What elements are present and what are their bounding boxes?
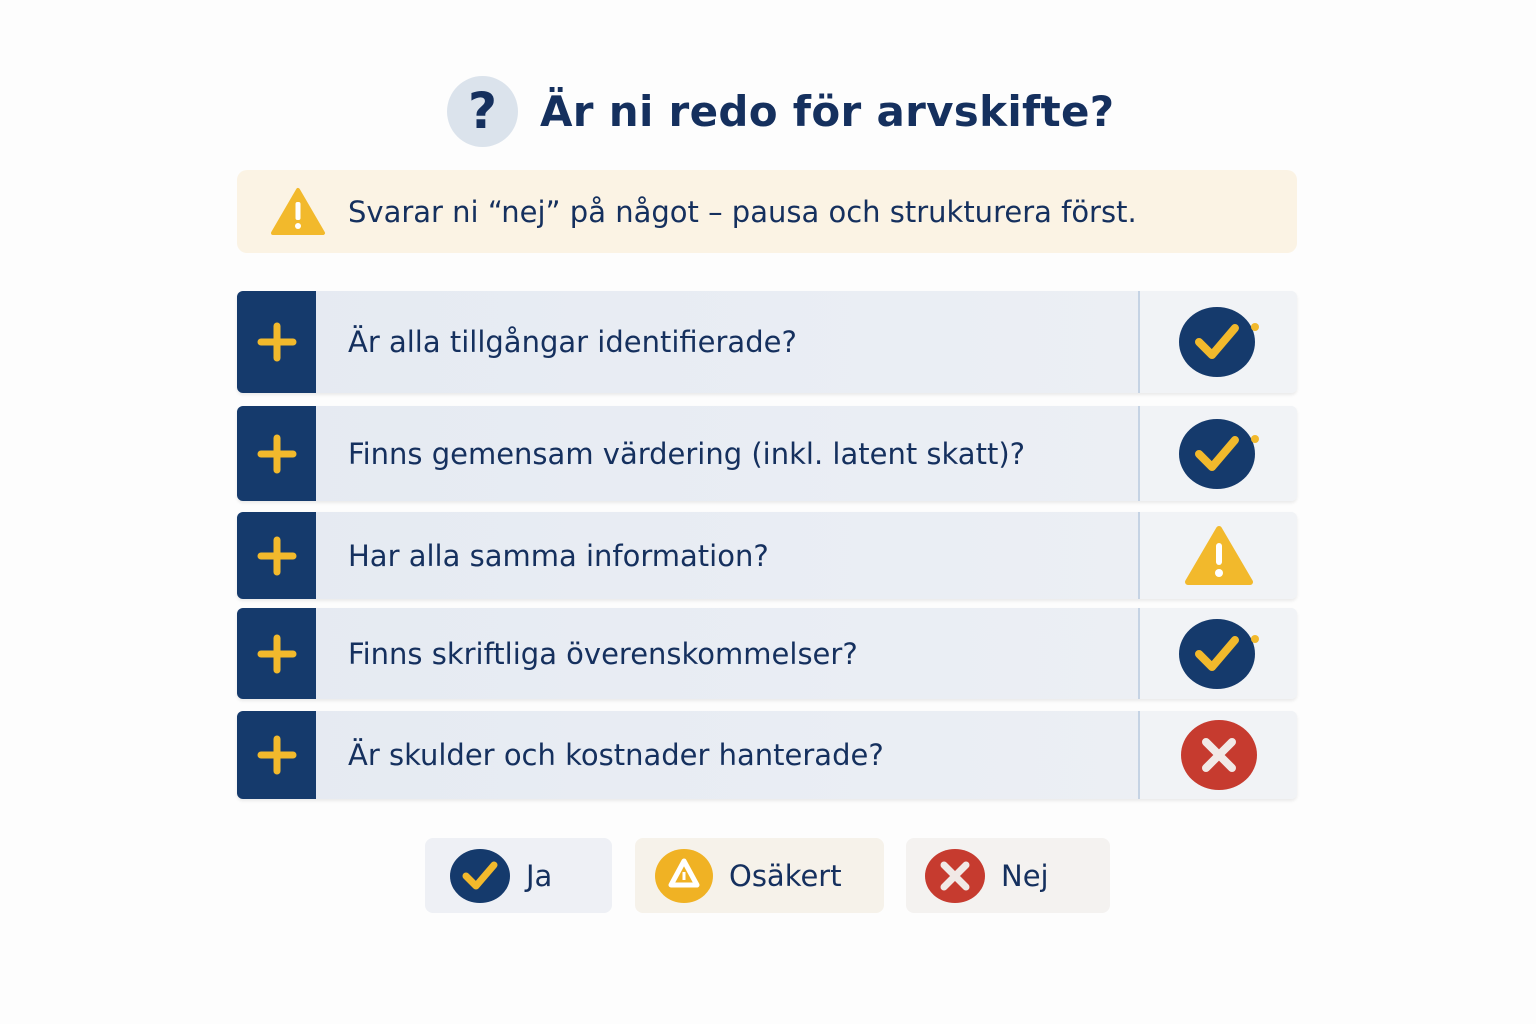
divider: [1138, 608, 1140, 699]
warning-icon: [655, 848, 713, 903]
legend-osakert-label: Osäkert: [729, 858, 842, 893]
x-icon: [925, 848, 985, 903]
question-row[interactable]: Är alla tillgångar identifierade?: [237, 291, 1297, 393]
question-text: Är alla tillgångar identifierade?: [348, 325, 797, 359]
plus-icon[interactable]: [237, 711, 316, 799]
plus-icon[interactable]: [237, 608, 316, 699]
x-icon: [1180, 720, 1257, 790]
check-icon: [1178, 307, 1259, 377]
check-icon: [1178, 418, 1259, 489]
banner-text: Svarar ni “nej” på något – pausa och str…: [348, 194, 1137, 229]
page-title: Är ni redo för arvskifte?: [540, 86, 1115, 136]
legend-ja: Ja: [425, 838, 612, 913]
divider: [1138, 291, 1140, 393]
question-row[interactable]: Är skulder och kostnader hanterade?: [237, 711, 1297, 799]
question-icon: ?: [447, 75, 518, 147]
warning-banner: Svarar ni “nej” på något – pausa och str…: [237, 170, 1297, 253]
question-row[interactable]: Har alla samma information?: [237, 512, 1297, 599]
question-text: Finns skriftliga överenskommelser?: [348, 636, 858, 671]
legend-nej-label: Nej: [1001, 858, 1049, 893]
status-ja: [1140, 608, 1297, 699]
question-text: Finns gemensam värdering (inkl. latent s…: [348, 436, 1026, 471]
check-icon: [450, 848, 510, 903]
plus-icon[interactable]: [237, 291, 316, 393]
question-text: Är skulder och kostnader hanterade?: [348, 738, 884, 772]
warning-icon: [1184, 525, 1253, 585]
header: ? Är ni redo för arvskifte?: [447, 75, 1114, 147]
check-icon: [1178, 618, 1259, 689]
plus-icon[interactable]: [237, 406, 316, 501]
divider: [1138, 406, 1140, 501]
legend-nej: Nej: [906, 838, 1110, 913]
status-osakert: [1140, 512, 1297, 599]
legend-ja-label: Ja: [526, 858, 553, 893]
warning-icon: [271, 187, 325, 235]
divider: [1138, 711, 1140, 799]
divider: [1138, 512, 1140, 599]
status-ja: [1140, 406, 1297, 501]
legend-osakert: Osäkert: [635, 838, 884, 913]
question-row[interactable]: Finns gemensam värdering (inkl. latent s…: [237, 406, 1297, 501]
plus-icon[interactable]: [237, 512, 316, 599]
question-row[interactable]: Finns skriftliga överenskommelser?: [237, 608, 1297, 699]
status-ja: [1140, 291, 1297, 393]
status-nej: [1140, 711, 1297, 799]
question-text: Har alla samma information?: [348, 538, 769, 573]
